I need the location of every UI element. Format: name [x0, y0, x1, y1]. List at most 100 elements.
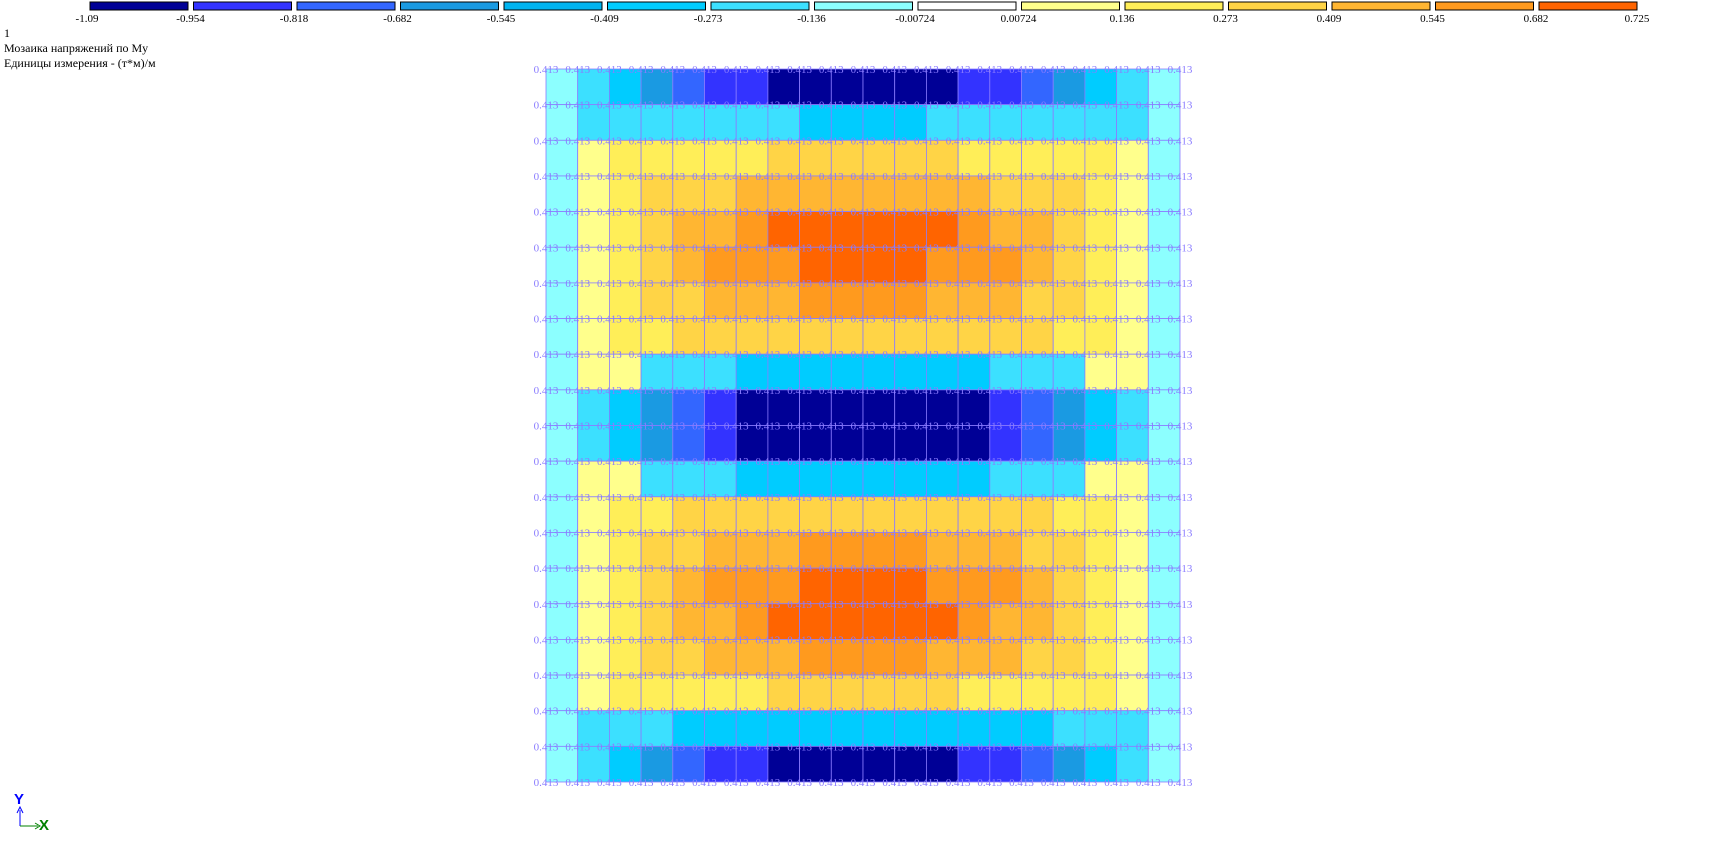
node-label: 0.413	[851, 421, 876, 433]
node-label: 0.413	[565, 207, 590, 219]
node-label: 0.413	[660, 421, 685, 433]
node-label: 0.413	[597, 135, 622, 147]
node-label: 0.413	[1168, 349, 1193, 361]
node-label: 0.413	[1168, 171, 1193, 183]
mosaic-cell	[1147, 282, 1181, 319]
node-label: 0.413	[629, 706, 654, 718]
node-label: 0.413	[692, 634, 717, 646]
mosaic-cell	[926, 282, 959, 319]
node-label: 0.413	[1168, 385, 1193, 397]
node-label: 0.413	[756, 314, 781, 326]
mosaic-cell	[799, 175, 832, 212]
mosaic-cell	[1147, 353, 1181, 391]
node-label: 0.413	[756, 278, 781, 290]
node-label: 0.413	[946, 207, 971, 219]
node-label: 0.413	[882, 741, 907, 753]
mosaic-cell	[989, 353, 1022, 391]
legend-label: -0.545	[487, 13, 516, 25]
mosaic-cell	[957, 710, 991, 747]
node-label: 0.413	[787, 741, 812, 753]
mosaic-cell	[1084, 532, 1118, 569]
node-label: 0.413	[692, 777, 717, 789]
mosaic-cell	[1147, 425, 1181, 462]
mosaic-cell	[704, 175, 737, 212]
node-label: 0.413	[1073, 421, 1098, 433]
mosaic-cell	[862, 567, 896, 605]
mosaic-cell	[609, 496, 642, 533]
mosaic-cell	[1084, 175, 1118, 212]
node-label: 0.413	[629, 242, 654, 254]
node-label: 0.413	[1073, 278, 1098, 290]
mosaic-cell	[577, 246, 610, 284]
node-label: 0.413	[565, 385, 590, 397]
node-label: 0.413	[851, 599, 876, 611]
node-label: 0.413	[882, 599, 907, 611]
node-label: 0.413	[882, 100, 907, 112]
mosaic-cell	[1021, 674, 1054, 712]
node-label: 0.413	[756, 349, 781, 361]
mosaic-cell	[640, 639, 674, 676]
mosaic-cell	[672, 318, 705, 355]
mosaic-cell	[1084, 745, 1118, 783]
node-label: 0.413	[534, 349, 559, 361]
node-label: 0.413	[1168, 492, 1193, 504]
node-label: 0.413	[692, 456, 717, 468]
node-label: 0.413	[914, 349, 939, 361]
node-label: 0.413	[534, 706, 559, 718]
node-label: 0.413	[1104, 171, 1129, 183]
mosaic-cell	[830, 318, 864, 355]
node-label: 0.413	[946, 242, 971, 254]
mosaic-cell	[672, 389, 705, 426]
node-label: 0.413	[1168, 599, 1193, 611]
node-label: 0.413	[819, 349, 844, 361]
mosaic-cell	[735, 211, 769, 248]
node-label: 0.413	[946, 492, 971, 504]
node-label: 0.413	[565, 64, 590, 76]
mosaic-cell	[609, 246, 642, 284]
legend-label: 0.545	[1420, 13, 1445, 25]
node-label: 0.413	[1041, 385, 1066, 397]
node-label: 0.413	[1104, 670, 1129, 682]
node-label: 0.413	[977, 100, 1002, 112]
legend-swatch	[814, 1, 913, 11]
mosaic-cell	[704, 425, 737, 462]
node-label: 0.413	[1041, 492, 1066, 504]
node-label: 0.413	[882, 492, 907, 504]
mosaic-cell	[735, 389, 769, 426]
mosaic-cell	[989, 139, 1022, 177]
node-label: 0.413	[565, 421, 590, 433]
node-label: 0.413	[1073, 135, 1098, 147]
mosaic-cell	[704, 496, 737, 533]
node-label: 0.413	[946, 741, 971, 753]
node-label: 0.413	[1168, 64, 1193, 76]
node-label: 0.413	[660, 670, 685, 682]
mosaic-cell	[989, 567, 1022, 605]
mosaic-cell	[926, 318, 959, 355]
mosaic-cell	[1052, 532, 1086, 569]
node-label: 0.413	[1009, 777, 1034, 789]
node-label: 0.413	[1041, 171, 1066, 183]
node-label: 0.413	[692, 135, 717, 147]
node-label: 0.413	[946, 527, 971, 539]
mosaic-cell	[1052, 639, 1086, 676]
node-label: 0.413	[851, 314, 876, 326]
mosaic-cell	[926, 745, 959, 783]
mosaic-cell	[577, 139, 610, 177]
node-label: 0.413	[819, 278, 844, 290]
node-label: 0.413	[565, 706, 590, 718]
mosaic-cell	[830, 139, 864, 177]
node-label: 0.413	[724, 314, 749, 326]
node-label: 0.413	[534, 64, 559, 76]
node-label: 0.413	[1073, 171, 1098, 183]
node-label: 0.413	[565, 349, 590, 361]
mosaic-cell	[957, 745, 991, 783]
mosaic-cell	[894, 567, 927, 605]
node-label: 0.413	[597, 421, 622, 433]
node-label: 0.413	[1104, 527, 1129, 539]
mosaic-cell	[1084, 389, 1118, 426]
node-label: 0.413	[1009, 706, 1034, 718]
mosaic-cell	[735, 282, 769, 319]
node-label: 0.413	[597, 492, 622, 504]
node-label: 0.413	[1041, 741, 1066, 753]
node-label: 0.413	[977, 563, 1002, 575]
